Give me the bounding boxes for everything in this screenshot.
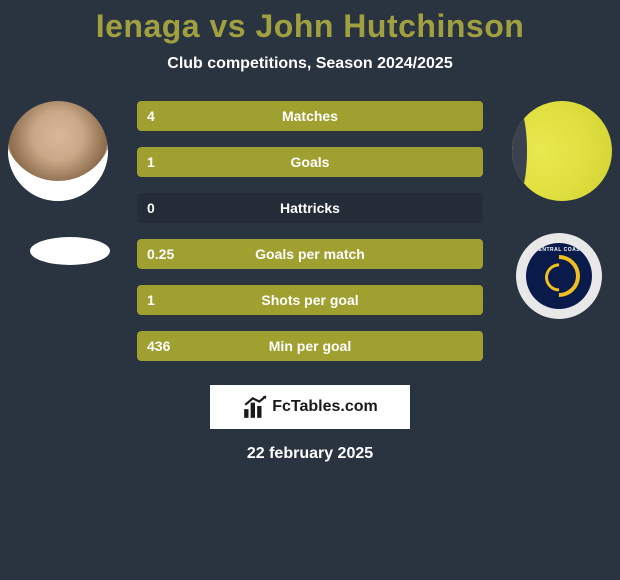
date-text: 22 february 2025 <box>0 445 620 463</box>
club-badge-swirl-icon <box>529 246 588 305</box>
stat-label: Shots per goal <box>261 292 358 308</box>
stat-row-goals: 1 Goals <box>137 147 483 177</box>
club-badge-inner: CENTRAL COAST <box>526 243 592 309</box>
stat-label: Matches <box>282 108 338 124</box>
stat-row-min-per-goal: 436 Min per goal <box>137 331 483 361</box>
stat-row-goals-per-match: 0.25 Goals per match <box>137 239 483 269</box>
bar-chart-icon <box>242 394 268 420</box>
stat-row-hattricks: 0 Hattricks <box>137 193 483 223</box>
stat-label: Hattricks <box>280 200 340 216</box>
stat-left-value: 4 <box>147 108 155 124</box>
stat-row-shots-per-goal: 1 Shots per goal <box>137 285 483 315</box>
stat-label: Min per goal <box>269 338 351 354</box>
subtitle: Club competitions, Season 2024/2025 <box>0 55 620 73</box>
page-title: Ienaga vs John Hutchinson <box>0 0 620 45</box>
player-right-club-badge: CENTRAL COAST <box>516 233 602 319</box>
stats-area: CENTRAL COAST 4 Matches 1 Goals 0 Hattri… <box>0 101 620 381</box>
stat-left-value: 1 <box>147 154 155 170</box>
stat-label: Goals per match <box>255 246 365 262</box>
player-right-avatar <box>512 101 612 201</box>
player-left-avatar <box>8 101 108 201</box>
brand-text: FcTables.com <box>272 398 378 416</box>
stat-left-value: 0 <box>147 200 155 216</box>
brand-box[interactable]: FcTables.com <box>210 385 410 429</box>
stat-left-value: 0.25 <box>147 246 174 262</box>
stat-left-value: 1 <box>147 292 155 308</box>
club-badge-text: CENTRAL COAST <box>526 247 592 253</box>
player-left-flag <box>30 237 110 265</box>
stat-label: Goals <box>291 154 330 170</box>
stat-left-value: 436 <box>147 338 170 354</box>
stat-row-matches: 4 Matches <box>137 101 483 131</box>
stat-rows-container: 4 Matches 1 Goals 0 Hattricks 0.25 Goals… <box>137 101 483 377</box>
